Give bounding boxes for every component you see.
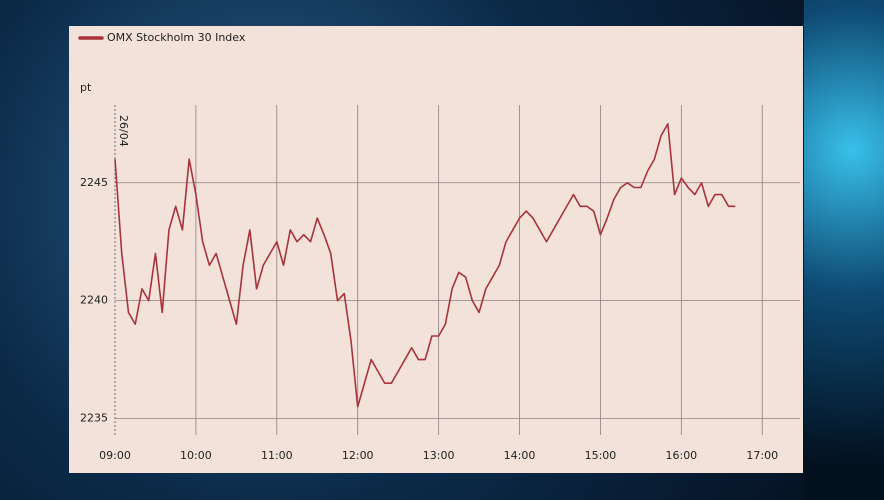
- x-tick-label: 09:00: [99, 449, 131, 462]
- x-tick-label: 17:00: [746, 449, 778, 462]
- y-tick-label: 2240: [80, 294, 108, 307]
- x-tick-label: 12:00: [342, 449, 374, 462]
- y-axis-label: pt: [80, 81, 92, 94]
- background-light: [804, 0, 884, 500]
- y-tick-label: 2235: [80, 412, 108, 425]
- chart-panel: [69, 26, 803, 473]
- x-tick-label: 13:00: [423, 449, 455, 462]
- annotation: 26/04: [117, 115, 130, 147]
- x-tick-label: 10:00: [180, 449, 212, 462]
- legend-label: OMX Stockholm 30 Index: [107, 31, 246, 44]
- line: [114, 123, 736, 408]
- x-tick-label: 14:00: [504, 449, 536, 462]
- x-tick-label: 11:00: [261, 449, 293, 462]
- y-tick-label: 2245: [80, 176, 108, 189]
- x-tick-label: 16:00: [665, 449, 697, 462]
- x-tick-label: 15:00: [585, 449, 617, 462]
